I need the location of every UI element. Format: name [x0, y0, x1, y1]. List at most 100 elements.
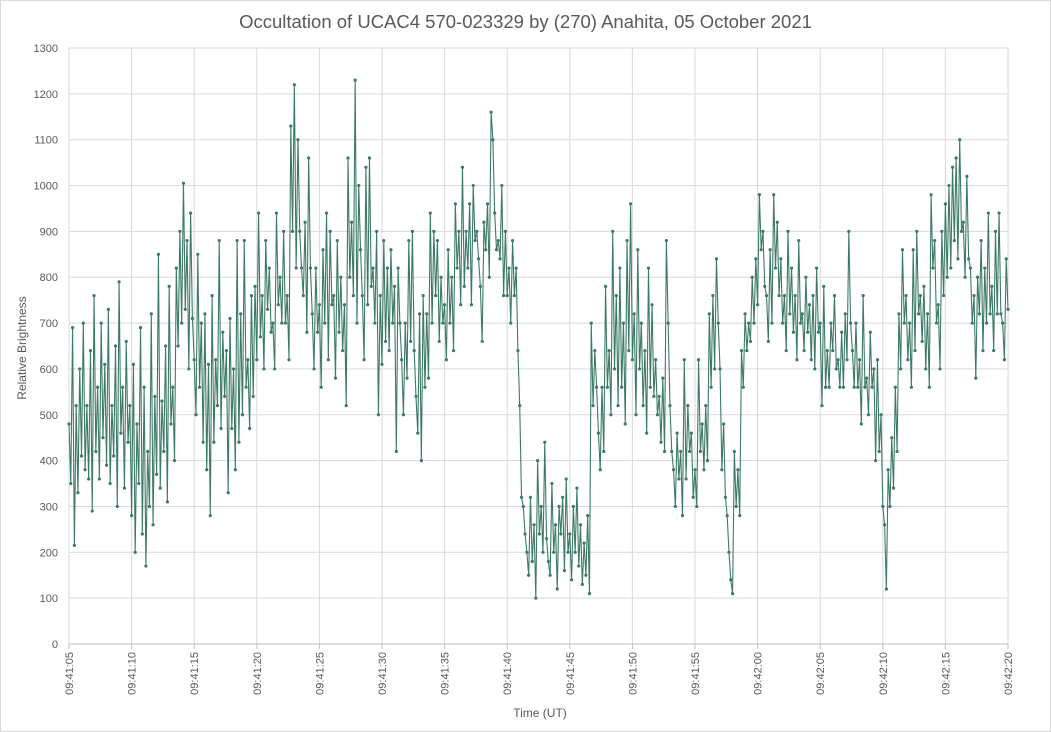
data-point: [434, 293, 438, 298]
data-point: [874, 459, 878, 463]
data-point: [534, 596, 538, 600]
data-point: [791, 330, 795, 334]
data-point: [165, 500, 169, 504]
data-point: [679, 449, 683, 454]
data-point: [843, 312, 847, 316]
data-point: [546, 559, 550, 564]
data-point: [1002, 358, 1007, 362]
data-point: [480, 339, 484, 344]
data-point: [181, 181, 186, 185]
data-point: [952, 238, 956, 243]
data-point: [713, 367, 717, 371]
data-point: [722, 422, 726, 426]
x-tick-labels: 09:41:05 09:41:10 09:41:15 09:41:20 09:41:25…: [64, 652, 1015, 695]
data-point: [292, 83, 296, 87]
data-point: [675, 431, 679, 435]
data-point: [246, 358, 250, 362]
data-point: [777, 293, 781, 298]
x-tick-label: 09:42:00: [753, 652, 765, 695]
data-point: [244, 385, 248, 389]
data-point: [823, 385, 828, 389]
data-point: [872, 367, 876, 371]
data-point: [967, 257, 971, 261]
data-point: [738, 514, 742, 518]
data-point: [650, 303, 654, 307]
data-point: [401, 413, 406, 417]
data-point: [494, 248, 499, 252]
data-point: [360, 293, 364, 298]
data-point: [341, 348, 345, 353]
x-tick-label: 09:41:10: [127, 652, 139, 695]
data-point: [248, 426, 252, 431]
data-point: [956, 257, 960, 261]
data-point: [113, 344, 118, 348]
data-point: [394, 449, 398, 454]
data-point: [983, 266, 987, 270]
data-point: [432, 229, 436, 233]
data-point: [784, 348, 788, 353]
data-point: [233, 468, 237, 472]
data-point: [757, 193, 761, 197]
x-tick-label: 09:41:20: [252, 652, 264, 695]
data-point: [375, 229, 379, 233]
data-point: [838, 385, 842, 389]
data-point: [155, 472, 159, 476]
data-point: [212, 440, 216, 444]
data-point: [412, 348, 416, 353]
data-point: [625, 238, 629, 243]
data-point: [215, 404, 220, 408]
data-point: [659, 440, 663, 444]
data-point: [104, 463, 109, 467]
data-point: [629, 202, 633, 206]
data-point: [333, 376, 338, 380]
data-point: [834, 367, 838, 371]
data-point: [498, 257, 502, 261]
data-point: [940, 229, 944, 233]
data-point: [376, 413, 381, 417]
data-point: [580, 582, 584, 587]
data-point: [893, 385, 897, 389]
data-point: [317, 303, 321, 307]
data-point: [314, 266, 318, 270]
data-point: [984, 321, 989, 325]
data-point: [468, 202, 472, 206]
data-point: [265, 307, 270, 311]
data-point: [280, 321, 284, 325]
data-point: [730, 591, 735, 596]
data-point: [995, 312, 999, 316]
data-point: [101, 436, 105, 440]
data-point: [493, 211, 497, 215]
data-point: [847, 229, 851, 233]
data-point: [979, 238, 983, 243]
data-point: [103, 362, 107, 366]
data-point: [476, 257, 481, 261]
data-point: [897, 312, 901, 316]
data-point: [752, 321, 756, 325]
data-point: [400, 358, 404, 362]
data-point: [564, 477, 568, 481]
data-point: [714, 257, 719, 261]
data-point: [593, 348, 597, 353]
data-point: [253, 284, 257, 288]
data-point: [448, 321, 452, 325]
data-point: [324, 211, 329, 215]
data-point: [346, 156, 350, 160]
data-point: [727, 550, 731, 554]
data-point: [857, 358, 862, 362]
data-point: [568, 532, 572, 536]
data-point: [949, 266, 953, 270]
x-tick-label: 09:41:25: [314, 652, 326, 695]
x-tick-label: 09:41:50: [627, 652, 639, 695]
gridlines: [68, 47, 1009, 644]
chart-title: Occultation of UCAC4 570-023329 by (270)…: [239, 11, 812, 32]
data-point: [643, 348, 647, 353]
data-point: [553, 523, 558, 527]
data-point: [285, 293, 289, 298]
data-point: [877, 449, 881, 454]
data-point: [264, 238, 268, 243]
data-point: [344, 404, 348, 408]
data-point: [850, 348, 854, 353]
data-point: [852, 385, 856, 389]
data-point: [958, 138, 962, 142]
